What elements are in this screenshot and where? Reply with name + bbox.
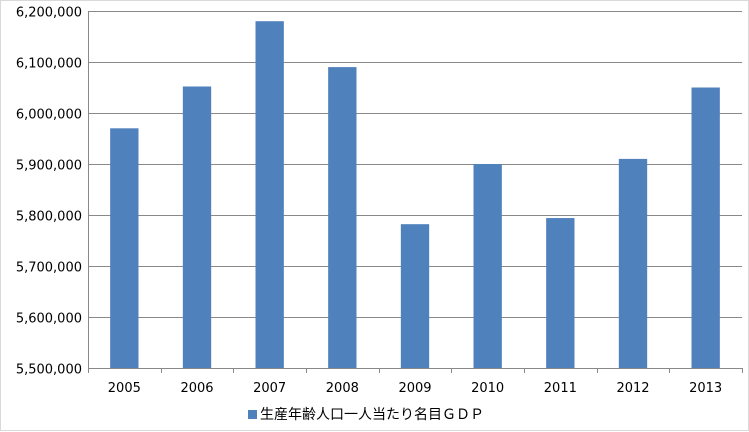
legend: 生産年齢人口一人当たり名目ＧＤＰ [248,407,484,423]
y-axis: 5,500,000 5,600,000 5,700,000 5,800,000 5,90… [16,6,89,378]
y-tick-label: 6,100,000 [16,57,82,72]
y-tick-label: 6,000,000 [16,108,82,123]
y-tick-label: 6,200,000 [16,6,82,21]
bar-2012 [618,158,648,368]
y-tick-label: 5,800,000 [16,210,82,225]
x-tick-label: 2005 [108,381,141,396]
bar-2007 [255,21,284,368]
y-tick-label: 5,600,000 [16,312,82,327]
x-tick-label: 2013 [689,381,722,396]
y-tick-label: 5,500,000 [16,363,82,378]
legend-label: 生産年齢人口一人当たり名目ＧＤＰ [260,407,484,423]
legend-swatch [248,410,257,419]
bars [110,21,720,368]
x-tick-label: 2007 [253,381,286,396]
bar-2010 [473,164,502,368]
x-tick-label: 2012 [616,381,649,396]
x-tick-label: 2011 [544,381,577,396]
bar-2013 [691,87,720,368]
x-tick-label: 2010 [471,381,504,396]
x-tick-label: 2006 [180,381,213,396]
y-tick-label: 5,900,000 [16,159,82,174]
y-tick-label: 5,700,000 [16,261,82,276]
bar-2009 [400,224,430,368]
bar-2008 [328,67,357,368]
x-tick-label: 2009 [398,381,431,396]
bar-2006 [182,86,212,368]
bar-2005 [110,128,139,368]
x-tick-label: 2008 [326,381,359,396]
bar-2011 [546,218,575,368]
x-axis: 2005 2006 2007 2008 2009 2010 2011 2012 2013 [88,368,743,396]
